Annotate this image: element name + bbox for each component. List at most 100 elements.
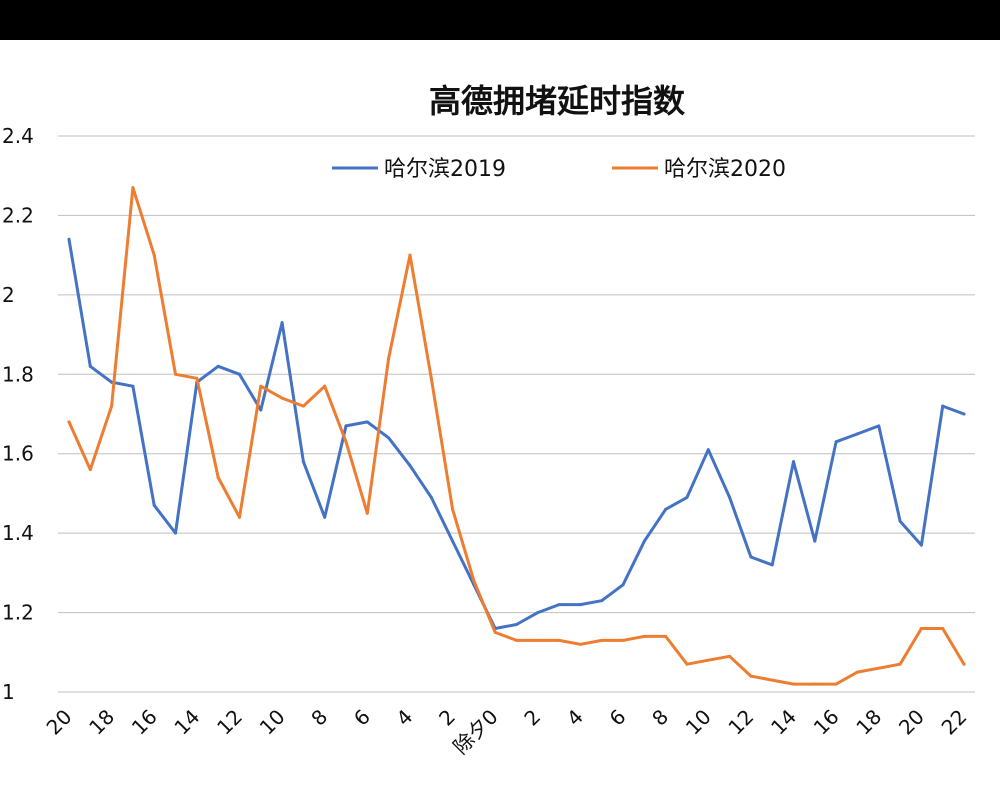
- data-point: [515, 638, 518, 642]
- x-tick-label: 20: [42, 705, 77, 740]
- x-tick-label: 20: [894, 705, 929, 740]
- data-point: [429, 376, 433, 380]
- y-axis-ticks: 1 1.2 1.4 1.6 1.8 2 2.2 2.4: [2, 124, 34, 704]
- data-point: [259, 384, 263, 388]
- data-point: [919, 626, 923, 630]
- data-point: [557, 603, 561, 607]
- x-tick-label: 16: [809, 705, 844, 740]
- data-point: [195, 376, 199, 380]
- y-tick-label: 1.6: [2, 442, 34, 466]
- data-point: [429, 495, 433, 499]
- data-point: [280, 321, 284, 325]
- data-point: [728, 654, 732, 658]
- data-point: [749, 555, 753, 559]
- y-tick-label: 2: [2, 283, 15, 307]
- legend-label-2020: 哈尔滨2020: [664, 157, 786, 182]
- data-point: [728, 495, 732, 499]
- data-point: [451, 539, 455, 543]
- data-point: [898, 662, 902, 666]
- data-point: [685, 495, 689, 499]
- data-point: [855, 432, 859, 436]
- x-tick-label: 2: [434, 705, 460, 731]
- x-tick-label: 14: [766, 705, 801, 740]
- data-point: [131, 384, 135, 388]
- data-point: [216, 476, 220, 480]
- data-point: [578, 642, 582, 646]
- data-point: [216, 364, 220, 368]
- data-point: [813, 682, 817, 686]
- data-point: [493, 630, 497, 634]
- data-point: [600, 599, 604, 603]
- x-tick-label: 8: [306, 705, 332, 731]
- data-point: [621, 583, 625, 587]
- data-point: [770, 563, 774, 567]
- x-tick-label: 14: [169, 705, 204, 740]
- data-point: [962, 412, 966, 416]
- chart-area: 高德拥堵延时指数 1 1.2 1.4 1.6 1.8 2 2.2 2.4 20 18 16 14 12…: [0, 40, 1000, 786]
- x-tick-label: 12: [723, 705, 758, 740]
- x-tick-label: 10: [681, 705, 716, 740]
- data-point: [387, 436, 391, 440]
- data-point: [323, 384, 327, 388]
- x-tick-label: 22: [937, 705, 972, 740]
- data-point: [749, 674, 753, 678]
- legend-label-2019: 哈尔滨2019: [384, 157, 506, 182]
- x-tick-label: 10: [255, 705, 290, 740]
- x-tick-label: 16: [127, 705, 162, 740]
- data-point: [536, 611, 540, 615]
- data-point: [557, 638, 561, 642]
- data-point: [408, 253, 412, 257]
- data-point: [152, 253, 156, 257]
- data-point: [259, 408, 263, 412]
- x-tick-label: 12: [212, 705, 247, 740]
- data-point: [855, 670, 859, 674]
- series-line-1: [67, 186, 966, 686]
- data-point: [792, 682, 796, 686]
- data-point: [600, 638, 604, 642]
- data-point: [941, 626, 945, 630]
- x-tick-label: 除夕0: [448, 705, 502, 759]
- x-tick-label: 6: [349, 705, 375, 731]
- data-point: [67, 237, 71, 241]
- data-point: [877, 666, 881, 670]
- data-point: [152, 503, 156, 507]
- data-point: [301, 404, 305, 408]
- data-point: [813, 539, 817, 543]
- data-point: [237, 515, 241, 519]
- y-tick-label: 1.4: [2, 521, 34, 545]
- data-point: [344, 424, 348, 428]
- series-lines: [67, 186, 966, 686]
- data-point: [941, 404, 945, 408]
- data-point: [642, 539, 646, 543]
- data-point: [621, 638, 625, 642]
- data-point: [88, 364, 92, 368]
- legend: 哈尔滨2019 哈尔滨2020: [332, 157, 786, 182]
- data-point: [792, 460, 796, 464]
- data-point: [110, 404, 114, 408]
- x-tick-label: 2: [519, 705, 545, 731]
- data-point: [174, 372, 178, 376]
- data-point: [536, 638, 540, 642]
- data-point: [88, 468, 92, 472]
- gridlines: [58, 135, 975, 693]
- data-point: [280, 396, 284, 400]
- data-point: [365, 511, 369, 515]
- data-point: [344, 440, 348, 444]
- data-point: [323, 515, 327, 519]
- y-tick-label: 2.2: [2, 203, 34, 227]
- x-tick-label: 8: [647, 705, 673, 731]
- data-point: [770, 678, 774, 682]
- data-point: [706, 448, 710, 452]
- data-point: [642, 634, 646, 638]
- chart-title: 高德拥堵延时指数: [429, 82, 686, 120]
- data-point: [664, 507, 668, 511]
- x-tick-label: 4: [562, 705, 588, 731]
- y-tick-label: 1.2: [2, 601, 34, 625]
- data-point: [67, 420, 71, 424]
- data-point: [472, 579, 476, 583]
- y-tick-label: 1.8: [2, 362, 34, 386]
- data-point: [706, 658, 710, 662]
- x-tick-label: 6: [605, 705, 631, 731]
- data-point: [387, 356, 391, 360]
